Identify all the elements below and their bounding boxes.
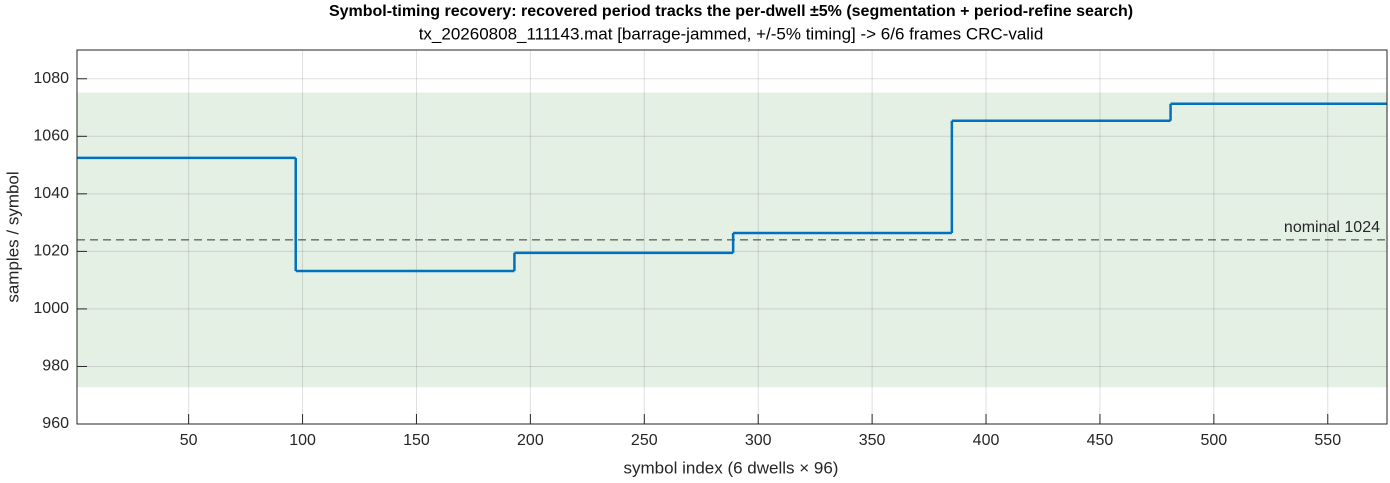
x-tick-label: 250 [631,432,658,449]
y-tick-label: 960 [42,415,69,432]
y-axis-label: samples / symbol [3,171,22,302]
x-tick-label: 350 [859,432,886,449]
y-tick-label: 1040 [33,185,69,202]
x-tick-label: 200 [517,432,544,449]
reference-label: nominal 1024 [1284,219,1380,236]
x-tick-label: 300 [745,432,772,449]
x-tick-label: 400 [973,432,1000,449]
y-tick-label: 980 [42,358,69,375]
chart-subtitle: tx_20260808_111143.mat [barrage-jammed, … [419,24,1044,43]
y-tick-label: 1020 [33,243,69,260]
y-tick-label: 1080 [33,70,69,87]
x-tick-label: 150 [403,432,430,449]
x-tick-label: 500 [1201,432,1228,449]
x-tick-label: 450 [1087,432,1114,449]
chart-title: Symbol-timing recovery: recovered period… [329,3,1133,20]
y-tick-label: 1060 [33,128,69,145]
x-tick-label: 100 [289,432,316,449]
axes-box [76,49,1388,425]
y-tick-label: 1000 [33,300,69,317]
x-tick-label: 50 [180,432,198,449]
x-axis-label: symbol index (6 dwells × 96) [624,458,839,477]
x-tick-label: 550 [1314,432,1341,449]
